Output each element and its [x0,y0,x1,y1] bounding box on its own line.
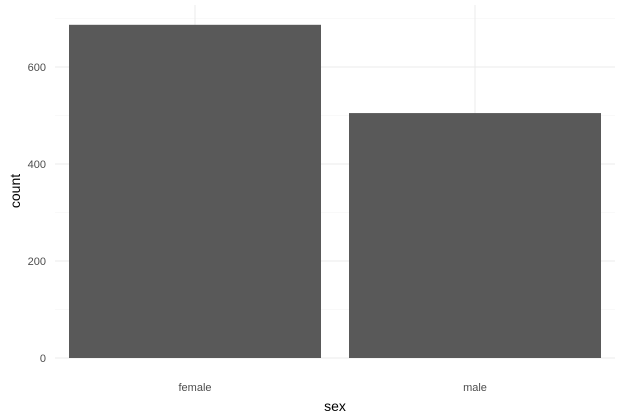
bar-female [69,24,321,359]
x-axis-title: sex [324,398,346,414]
x-tick-label: male [463,382,487,394]
y-tick-label: 200 [28,256,46,268]
x-tick-label: female [178,382,211,394]
y-tick-label: 600 [28,62,46,74]
y-axis-title: count [7,174,23,208]
x-axis-ticks: female male [178,382,486,394]
bar-male [349,113,601,358]
y-tick-label: 400 [28,159,46,171]
bars [69,24,601,359]
y-axis-ticks: 0 200 400 600 [28,62,46,365]
y-tick-label: 0 [40,353,46,365]
